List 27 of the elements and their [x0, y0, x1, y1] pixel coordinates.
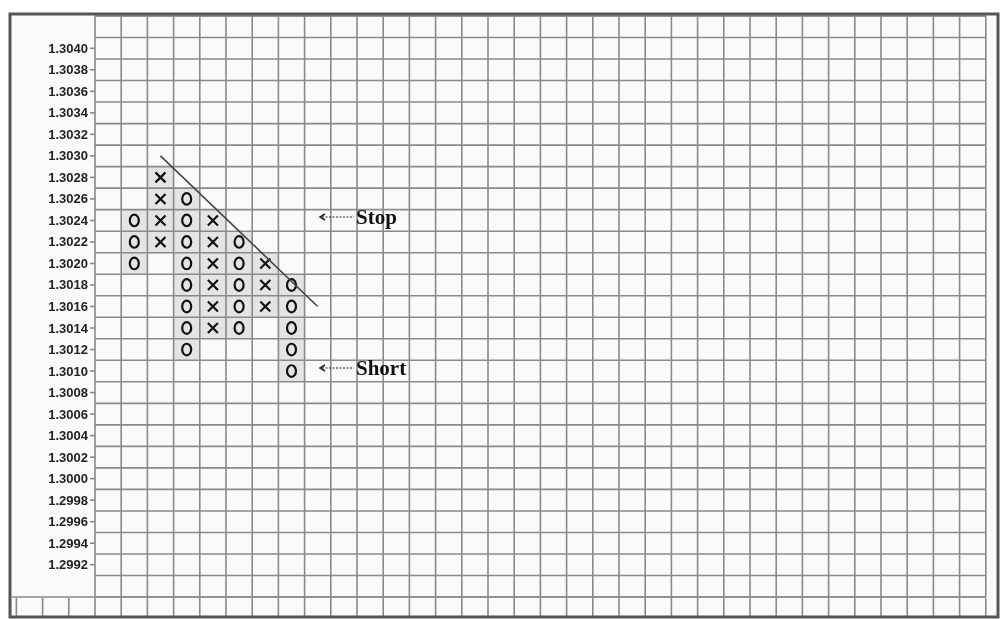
y-tick-label: 1.3010	[48, 363, 88, 379]
y-tick-label: 1.3008	[48, 385, 88, 401]
y-tick-label: 1.3026	[48, 191, 88, 207]
y-tick-label: 1.3006	[48, 406, 88, 422]
y-tick-label: 1.3014	[48, 320, 89, 336]
y-tick-label: 1.3032	[48, 126, 88, 142]
y-tick-label: 1.2994	[48, 535, 89, 551]
y-tick-label: 1.3038	[48, 62, 88, 78]
y-tick-label: 1.3012	[48, 342, 88, 358]
y-tick-label: 1.3000	[48, 471, 88, 487]
y-tick-label: 1.3016	[48, 299, 88, 314]
y-tick-label: 1.3022	[48, 234, 88, 250]
y-tick-label: 1.3040	[48, 40, 88, 56]
y-tick-label: 1.2992	[48, 557, 88, 573]
annotation: Short	[356, 356, 407, 381]
y-tick-label: 1.3002	[48, 449, 88, 465]
y-tick-label: 1.3028	[48, 169, 88, 185]
y-tick-label: 1.3036	[48, 83, 88, 99]
y-tick-label: 1.3034	[48, 105, 89, 121]
y-tick-label: 1.3018	[48, 277, 88, 293]
y-tick-label: 1.3030	[48, 148, 88, 164]
y-tick-label: 1.3020	[48, 255, 88, 271]
y-tick-label: 1.2996	[48, 514, 88, 530]
y-tick-label: 1.3024	[48, 212, 89, 228]
annotation: Stop	[356, 205, 397, 230]
y-tick-label: 1.2998	[48, 492, 88, 508]
y-tick-label: 1.3004	[48, 428, 89, 444]
